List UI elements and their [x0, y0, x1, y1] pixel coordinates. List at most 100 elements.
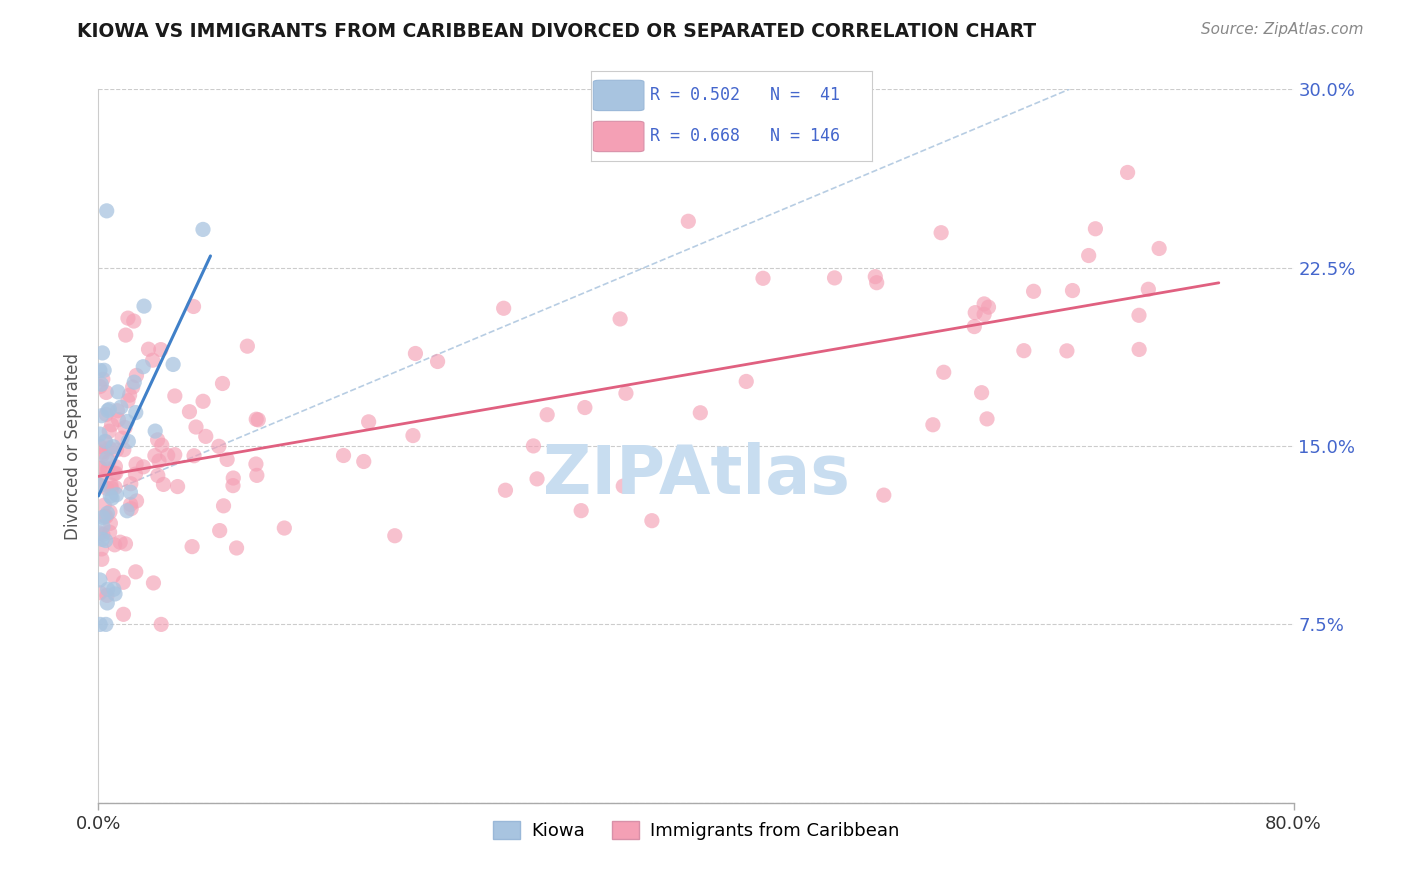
- Point: [97, 582, 120, 597]
- Point: [117, 393, 139, 408]
- Point: [1128, 308, 1150, 322]
- Point: [111, 431, 134, 445]
- Point: [977, 300, 1000, 314]
- Point: [91, 527, 114, 541]
- Point: [104, 480, 127, 494]
- Text: KIOWA VS IMMIGRANTS FROM CARIBBEAN DIVORCED OR SEPARATED CORRELATION CHART: KIOWA VS IMMIGRANTS FROM CARIBBEAN DIVOR…: [77, 22, 1036, 41]
- Point: [96, 451, 118, 466]
- Point: [104, 587, 127, 601]
- Point: [1012, 343, 1035, 358]
- FancyBboxPatch shape: [593, 121, 644, 152]
- Point: [132, 459, 155, 474]
- Point: [91, 445, 114, 459]
- Point: [94, 434, 117, 449]
- Point: [98, 489, 122, 503]
- Point: [112, 575, 135, 590]
- Point: [120, 497, 142, 511]
- Point: [103, 582, 125, 597]
- Point: [246, 468, 269, 483]
- Point: [105, 488, 128, 502]
- Text: ZIPAtlas: ZIPAtlas: [543, 442, 849, 508]
- Point: [332, 449, 354, 463]
- Point: [97, 454, 120, 468]
- Point: [93, 363, 115, 377]
- Point: [824, 271, 846, 285]
- Point: [100, 516, 122, 531]
- Point: [89, 461, 111, 475]
- Point: [114, 537, 136, 551]
- Point: [104, 459, 127, 474]
- Point: [121, 380, 143, 394]
- Point: [865, 269, 887, 284]
- FancyBboxPatch shape: [593, 80, 644, 111]
- Point: [609, 312, 631, 326]
- Point: [125, 494, 148, 508]
- Point: [90, 552, 112, 566]
- Point: [112, 607, 135, 622]
- Point: [120, 476, 142, 491]
- Point: [1062, 284, 1084, 298]
- Point: [973, 307, 995, 321]
- Point: [94, 533, 117, 548]
- Point: [115, 504, 138, 518]
- Point: [91, 372, 114, 386]
- Point: [211, 376, 233, 391]
- Point: [574, 401, 596, 415]
- Point: [1084, 221, 1107, 235]
- Point: [117, 311, 139, 326]
- Point: [1128, 343, 1150, 357]
- Point: [143, 449, 166, 463]
- Point: [96, 482, 118, 496]
- Point: [142, 353, 165, 368]
- Y-axis label: Divorced or Separated: Divorced or Separated: [65, 352, 83, 540]
- Point: [236, 339, 259, 353]
- Point: [208, 439, 231, 453]
- Point: [245, 412, 267, 426]
- Point: [96, 596, 118, 610]
- Point: [91, 346, 114, 360]
- Point: [117, 434, 139, 449]
- Point: [114, 328, 136, 343]
- Point: [678, 214, 700, 228]
- Point: [94, 434, 117, 449]
- Point: [194, 429, 217, 443]
- Point: [96, 588, 118, 602]
- Point: [922, 417, 945, 432]
- Point: [125, 368, 148, 383]
- Point: [143, 424, 166, 438]
- Point: [89, 526, 111, 541]
- Text: R = 0.668   N = 146: R = 0.668 N = 146: [650, 128, 839, 145]
- Point: [91, 519, 114, 533]
- Point: [89, 478, 111, 492]
- Point: [103, 568, 125, 582]
- Point: [929, 226, 952, 240]
- Point: [104, 538, 127, 552]
- Point: [1137, 282, 1160, 296]
- Point: [402, 428, 425, 442]
- Point: [146, 433, 169, 447]
- Point: [89, 461, 111, 475]
- Point: [273, 521, 295, 535]
- Point: [90, 409, 112, 423]
- Point: [107, 412, 129, 426]
- Point: [118, 388, 141, 402]
- Point: [110, 400, 132, 414]
- Point: [122, 314, 145, 328]
- Point: [183, 449, 205, 463]
- Point: [89, 586, 111, 600]
- Point: [103, 440, 125, 454]
- Point: [94, 509, 117, 524]
- Point: [138, 342, 160, 356]
- Point: [735, 375, 758, 389]
- Point: [181, 540, 204, 554]
- Point: [98, 402, 121, 417]
- Text: R = 0.502   N =  41: R = 0.502 N = 41: [650, 87, 839, 104]
- Point: [91, 448, 114, 462]
- Point: [245, 457, 267, 471]
- Point: [191, 394, 214, 409]
- Point: [1022, 285, 1045, 299]
- Point: [96, 203, 118, 218]
- Point: [495, 483, 517, 498]
- Point: [107, 384, 129, 399]
- Point: [150, 438, 173, 452]
